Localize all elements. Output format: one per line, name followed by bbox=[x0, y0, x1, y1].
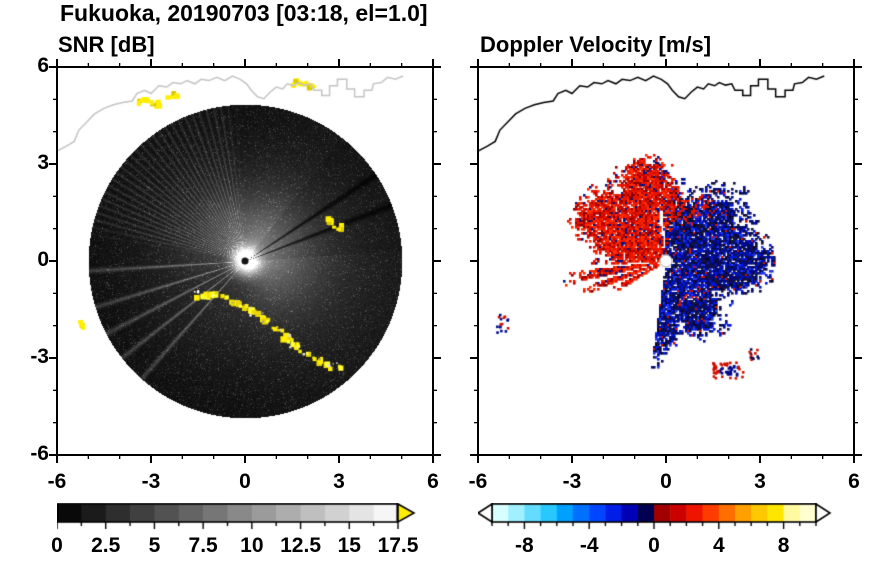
snr-cbar-label: 10 bbox=[240, 534, 264, 557]
snr-cbar-label: 15 bbox=[337, 534, 361, 557]
doppler-cbar-label: 8 bbox=[777, 534, 790, 557]
doppler-cbar-label: -4 bbox=[579, 534, 599, 557]
snr-x-tick-label: -3 bbox=[141, 470, 161, 493]
snr-cbar-label: 5 bbox=[148, 534, 161, 557]
snr-y-tick-label: 6 bbox=[37, 54, 49, 77]
doppler-x-tick-label: -3 bbox=[562, 470, 582, 493]
doppler-x-tick-label: -6 bbox=[468, 470, 488, 493]
snr-cbar-label: 7.5 bbox=[188, 534, 218, 557]
doppler-x-tick-label: 0 bbox=[660, 470, 672, 493]
snr-x-tick-label: 0 bbox=[239, 470, 251, 493]
snr-y-tick-label: 0 bbox=[37, 248, 49, 271]
doppler-colorbar bbox=[478, 503, 854, 533]
snr-panel-title: SNR [dB] bbox=[58, 32, 155, 57]
doppler-x-tick-label: 6 bbox=[848, 470, 860, 493]
snr-y-tick-label: -6 bbox=[30, 442, 49, 465]
snr-x-tick-label: -6 bbox=[47, 470, 67, 493]
figure-title: Fukuoka, 20190703 [03:18, el=1.0] bbox=[60, 0, 428, 26]
snr-cbar-label: 17.5 bbox=[377, 534, 419, 557]
doppler-x-tick-label: 3 bbox=[754, 470, 766, 493]
snr-cbar-label: 12.5 bbox=[280, 534, 321, 557]
snr-colorbar bbox=[57, 503, 433, 533]
snr-cbar-label: 2.5 bbox=[91, 534, 121, 557]
snr-ppi-image bbox=[57, 67, 433, 455]
doppler-cbar-label: 0 bbox=[648, 534, 660, 557]
doppler-cbar-label: -8 bbox=[515, 534, 534, 557]
snr-y-tick-label: 3 bbox=[37, 151, 49, 174]
snr-y-tick-label: -3 bbox=[30, 345, 49, 368]
doppler-cbar-label: 4 bbox=[712, 534, 725, 557]
doppler-panel-title: Doppler Velocity [m/s] bbox=[480, 32, 712, 57]
snr-x-tick-label: 6 bbox=[427, 470, 439, 493]
snr-cbar-label: 0 bbox=[51, 534, 63, 557]
snr-x-tick-label: 3 bbox=[333, 470, 345, 493]
doppler-ppi-image bbox=[478, 67, 854, 455]
